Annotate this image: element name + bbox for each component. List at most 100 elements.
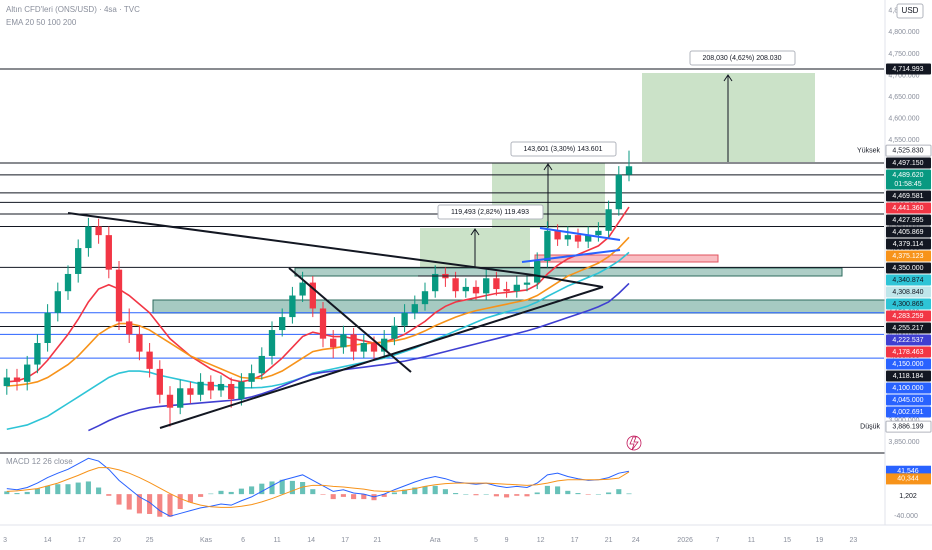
symbol-title: Altın CFD'leri (ONS/USD) · 4sa · TVC: [6, 5, 140, 14]
measure-label: 143,601 (3,30%) 143.601: [523, 146, 602, 153]
candle-body: [411, 304, 418, 313]
y-tick-label: 4,600.000: [888, 115, 919, 122]
histogram-bar: [238, 488, 244, 495]
x-tick-label: 24: [632, 537, 640, 544]
candle-body: [54, 291, 61, 313]
histogram-bar: [96, 487, 102, 495]
histogram-bar: [75, 482, 81, 495]
x-tick-label: 5: [474, 537, 478, 544]
histogram-bar: [585, 494, 591, 495]
candle-body: [177, 388, 184, 408]
candle-body: [64, 273, 72, 292]
macd-line: [6, 457, 630, 517]
candle-body: [340, 334, 347, 348]
candle-body: [44, 312, 51, 343]
currency-box: [896, 3, 924, 19]
histogram-bar: [300, 482, 306, 495]
price-tag: [886, 169, 931, 190]
candle-body: [217, 383, 225, 391]
event-icon-ring: [626, 435, 642, 451]
price-tag: [886, 202, 931, 214]
histogram-bar: [106, 494, 112, 496]
histogram-bar: [534, 492, 540, 495]
histogram-bar: [626, 493, 632, 495]
histogram-bar: [208, 493, 214, 495]
price-tag-label: 4,375.123: [892, 253, 923, 260]
candle-body: [3, 377, 10, 387]
price-tag: [886, 63, 931, 75]
histogram-bar: [177, 494, 183, 510]
y-tick-label: 4,750.000: [888, 51, 919, 58]
candle-body: [462, 286, 469, 292]
candle-body: [513, 284, 520, 292]
trendline: [532, 274, 604, 288]
candle-body: [564, 235, 571, 240]
candle-body: [595, 230, 602, 236]
macd-line: [6, 467, 630, 508]
x-tick-label: 15: [783, 537, 791, 544]
x-tick-label: 3: [3, 537, 7, 544]
macd-tag: [886, 465, 931, 477]
price-tag: [886, 274, 931, 286]
label-box: [437, 204, 544, 220]
price-tag: [885, 144, 932, 157]
histogram-bar: [412, 487, 418, 495]
price-tag-label: 4,045.000: [892, 397, 923, 404]
price-tag-label: 4,118.184: [893, 373, 924, 380]
header: Altın CFD'leri (ONS/USD) · 4sa · TVC EMA…: [6, 5, 140, 466]
x-tick-label: 6: [241, 537, 245, 544]
x-tick-label: 19: [816, 537, 824, 544]
candle-body: [146, 351, 153, 369]
event-icon: [629, 436, 639, 451]
price-tag: [886, 310, 931, 322]
candle-body: [350, 334, 357, 352]
price-tag: [886, 214, 931, 226]
macd-tag-label: 40,344: [897, 476, 919, 483]
price-tag: [886, 322, 931, 334]
histogram-bar: [157, 494, 163, 517]
candle-body: [289, 295, 296, 318]
price-tag-label: 4,283.259: [892, 313, 923, 320]
x-tick-label: Kas: [200, 537, 213, 544]
histogram-bar: [136, 494, 142, 514]
candle-body: [166, 394, 174, 408]
indicator-legend: EMA 20 50 100 200: [6, 18, 77, 27]
label-box: [689, 50, 796, 66]
histogram-bar: [524, 494, 530, 497]
price-tag-label: 4,405.869: [892, 229, 923, 236]
y-tick-label: -40.000: [894, 513, 918, 520]
price-tag: [886, 394, 931, 406]
y-tick-label: 4,700.000: [888, 72, 919, 79]
macd-tag-label: 41,546: [897, 468, 919, 475]
candle-body: [483, 278, 490, 294]
histogram-bar: [361, 494, 367, 500]
ema-line: [6, 236, 630, 387]
x-tick-label: 14: [307, 537, 315, 544]
x-tick-label: 25: [146, 537, 154, 544]
currency: USD: [902, 6, 919, 15]
trendline: [288, 267, 412, 373]
candle-body: [534, 261, 541, 283]
price-tag-name: Düşük: [860, 423, 880, 430]
histogram-bar: [198, 494, 204, 497]
histogram-bar: [228, 491, 234, 495]
price-tag-label: 4,350.000: [892, 265, 923, 272]
price-tag-label: 4,469.581: [892, 193, 923, 200]
price-tag: [886, 406, 931, 418]
candles: [3, 150, 633, 427]
price-tag: [886, 382, 931, 394]
measure-label: 208,030 (4,62%) 208.030: [702, 55, 781, 62]
y-tick-label: 3,850.000: [888, 439, 919, 446]
price-tag: [886, 334, 931, 346]
histogram-bar: [473, 494, 479, 496]
candle-body: [85, 226, 92, 249]
price-tag-label: 4,308.840: [892, 289, 923, 296]
candle-body: [248, 373, 255, 382]
candle-body: [330, 338, 337, 348]
candle-body: [452, 278, 459, 292]
y-tick-label: 4,650.000: [888, 94, 919, 101]
histogram-bar: [330, 494, 336, 500]
price-tag-label: 4,489.620: [892, 172, 923, 179]
candle-body: [34, 342, 41, 365]
